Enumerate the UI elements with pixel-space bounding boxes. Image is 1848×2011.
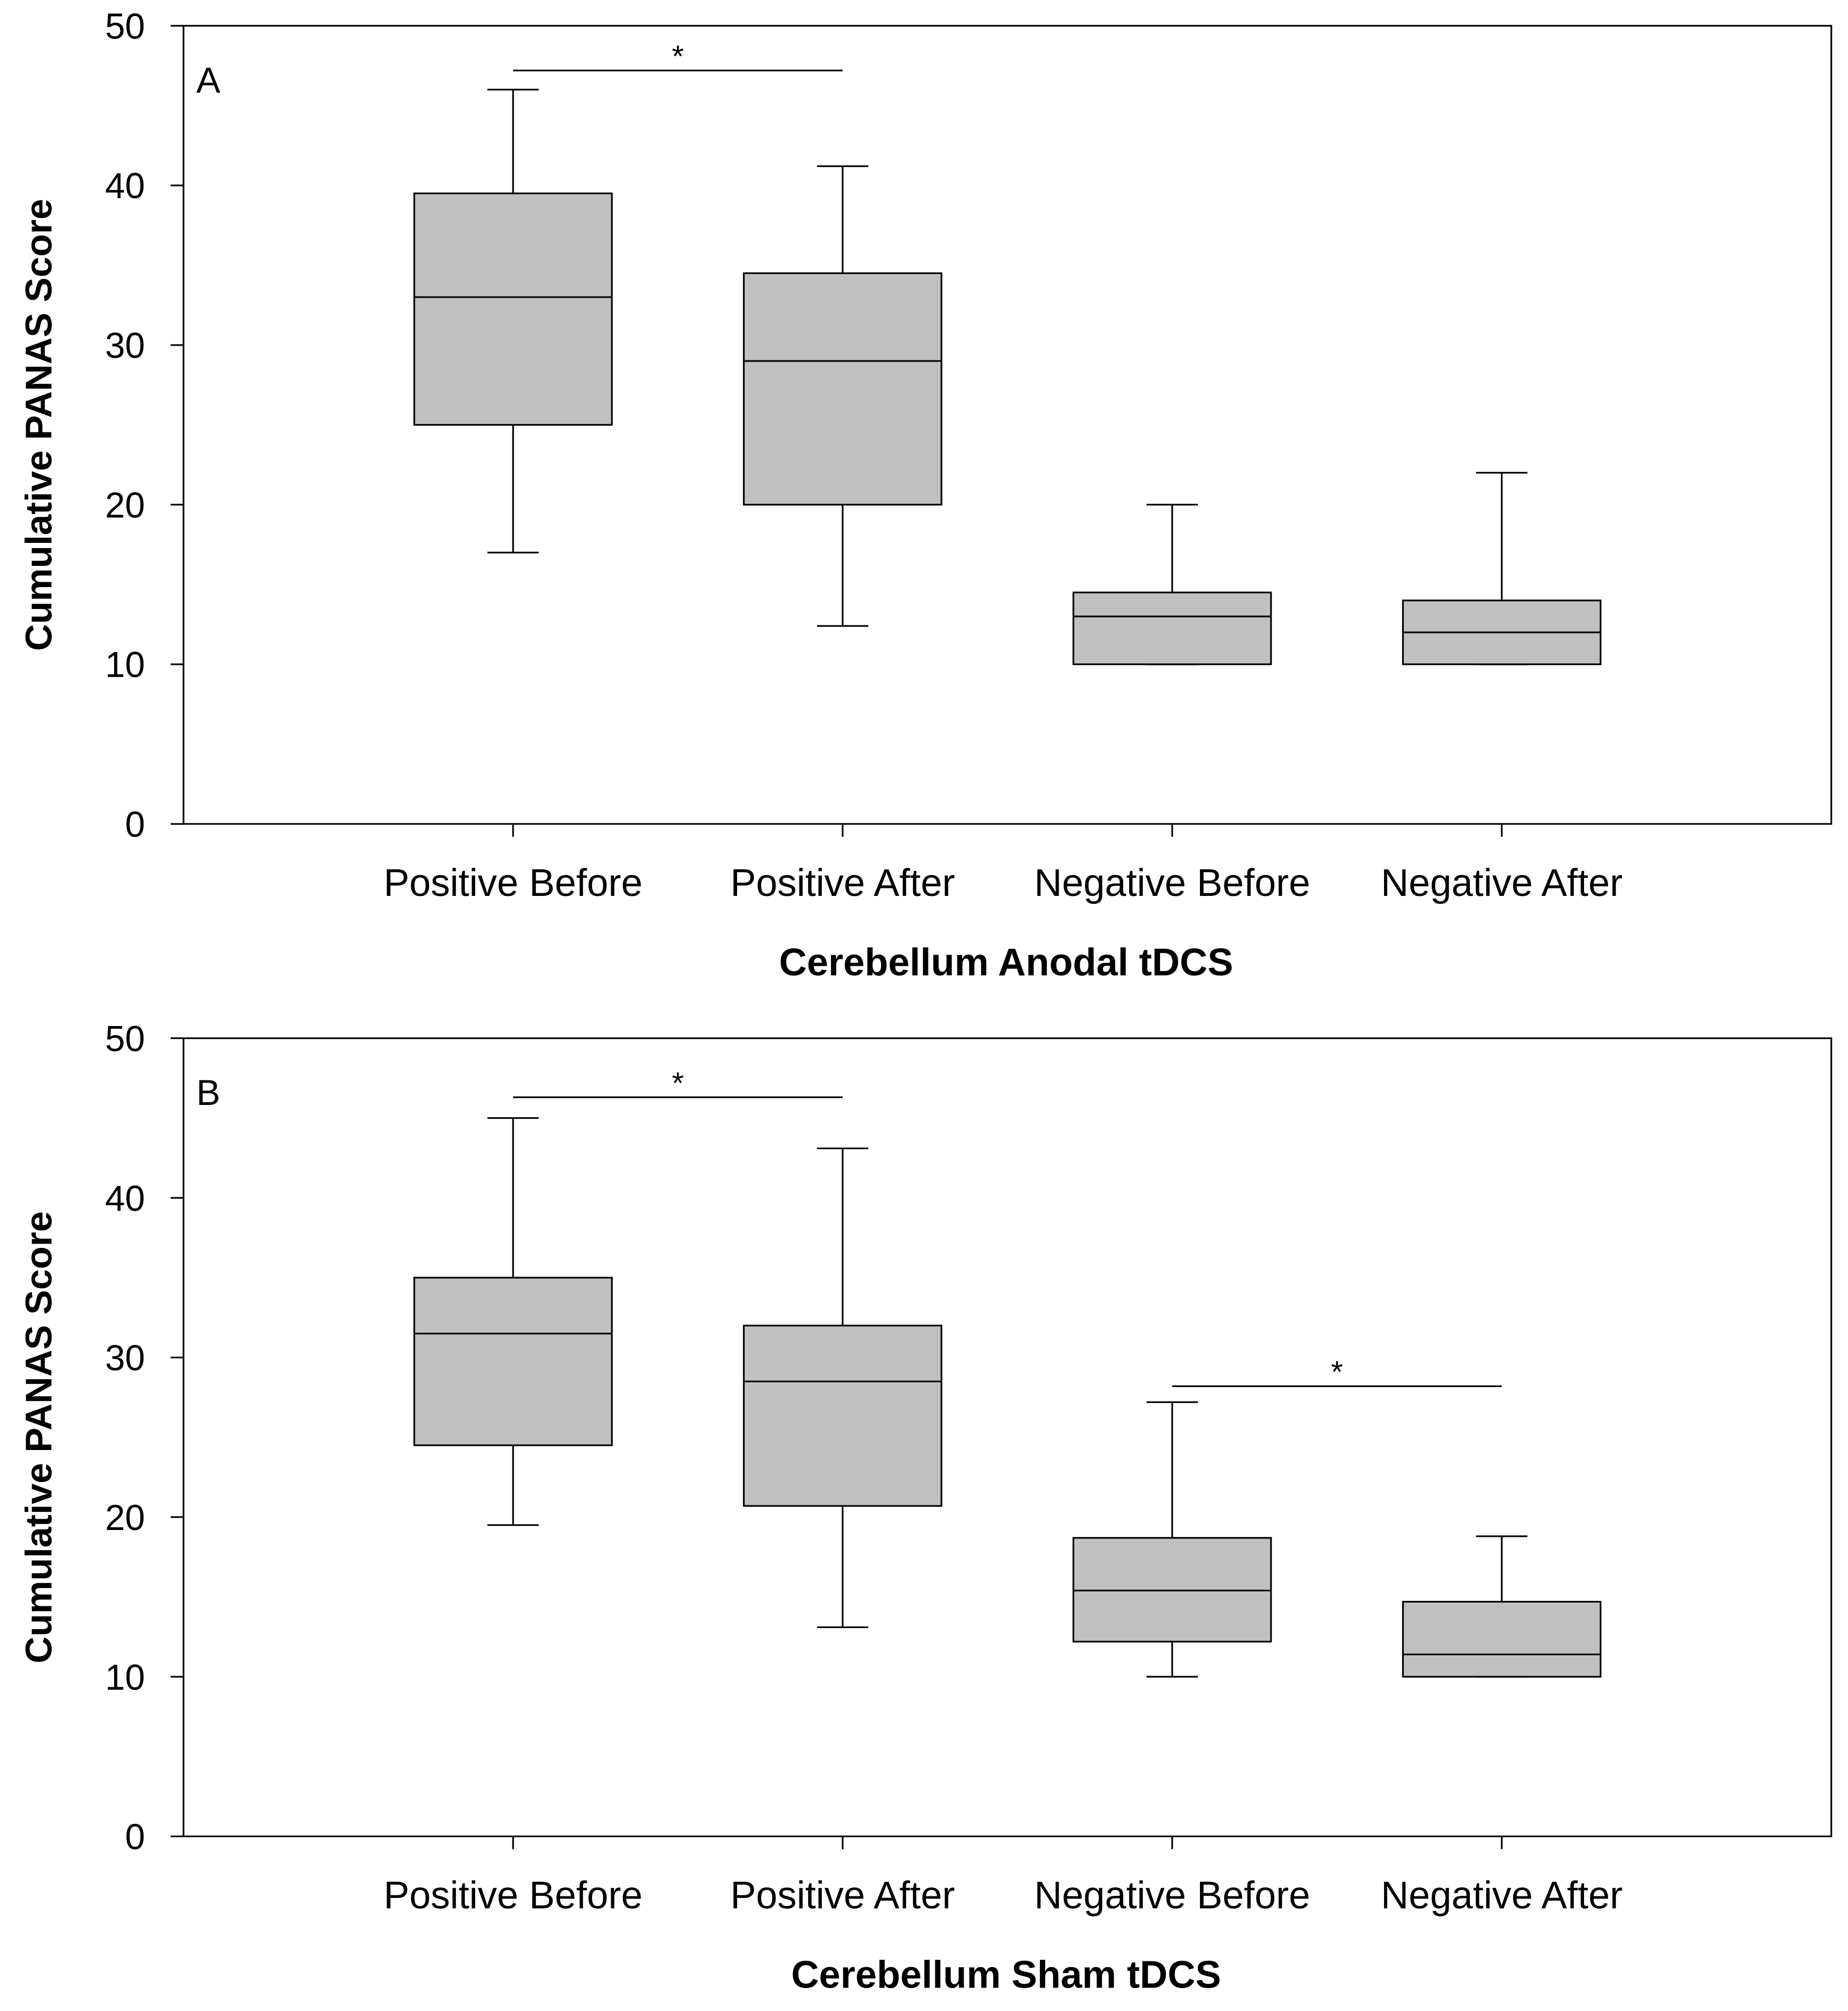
- y-tick-label: 0: [125, 1817, 145, 1857]
- y-tick-label: 50: [105, 1019, 145, 1059]
- box: [743, 272, 942, 506]
- y-tick-label: 40: [105, 166, 145, 206]
- box: [413, 193, 613, 426]
- box: [1073, 591, 1272, 666]
- x-axis-label: Cerebellum Anodal tDCS: [779, 941, 1233, 984]
- x-tick-label: Positive Before: [383, 1874, 642, 1917]
- plot-frame: [182, 25, 1833, 825]
- x-tick-label: Positive Before: [383, 862, 642, 904]
- panel: 0 10 20 30 40 50 A Cumulative PANAS Score Cerebe…: [18, 6, 1833, 984]
- panel-label: A: [196, 60, 220, 100]
- y-tick-label: 30: [105, 326, 145, 366]
- y-axis-label: Cumulative PANAS Score: [18, 1211, 59, 1663]
- y-tick-label: 0: [125, 805, 145, 845]
- plot-frame: [182, 1037, 1833, 1838]
- x-tick-label: Negative After: [1381, 862, 1622, 904]
- x-tick-label: Negative Before: [1034, 1874, 1310, 1917]
- x-tick-label: Negative Before: [1034, 862, 1310, 904]
- x-tick-label: Positive After: [730, 1874, 955, 1917]
- box: [743, 1325, 942, 1507]
- x-tick-label: Positive After: [730, 862, 955, 904]
- box: [1402, 1600, 1602, 1678]
- y-tick-label: 10: [105, 1657, 145, 1697]
- box: [413, 1277, 613, 1446]
- significance-label: *: [672, 39, 684, 74]
- y-axis-label: Cumulative PANAS Score: [18, 199, 59, 651]
- x-tick-label: Negative After: [1381, 1874, 1622, 1917]
- y-tick-label: 30: [105, 1339, 145, 1379]
- y-tick-label: 40: [105, 1179, 145, 1219]
- significance-label: *: [1331, 1355, 1343, 1389]
- y-tick-label: 20: [105, 485, 145, 525]
- panel-label: B: [196, 1073, 220, 1113]
- significance-label: *: [672, 1066, 684, 1100]
- panel: 0 10 20 30 40 50 B Cumulative PANAS Score Cerebe…: [18, 1019, 1833, 1996]
- y-tick-label: 50: [105, 6, 145, 46]
- y-tick-label: 10: [105, 645, 145, 685]
- x-axis-label: Cerebellum Sham tDCS: [791, 1953, 1221, 1996]
- y-tick-label: 20: [105, 1498, 145, 1538]
